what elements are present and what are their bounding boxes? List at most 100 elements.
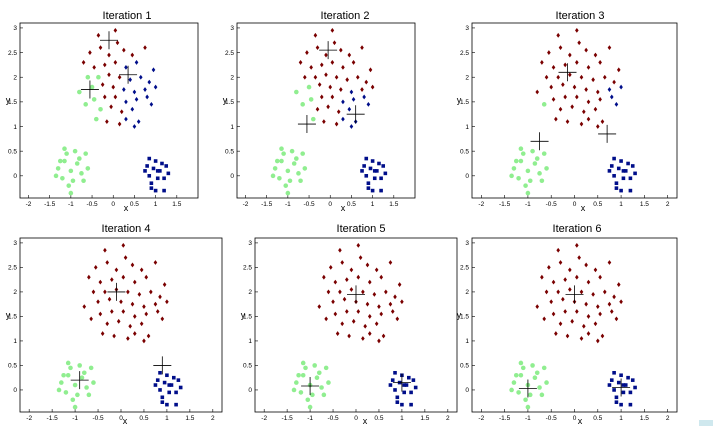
x-tick-label: 0 bbox=[354, 415, 358, 422]
data-point-green bbox=[303, 365, 308, 371]
data-point-green bbox=[509, 173, 514, 179]
data-point-green bbox=[279, 146, 284, 152]
data-point-blue bbox=[122, 87, 126, 92]
data-point-red bbox=[110, 309, 114, 314]
data-point-red bbox=[334, 121, 339, 127]
x-axis-label: x bbox=[124, 203, 129, 213]
data-point-blue bbox=[381, 164, 386, 168]
data-point-blue bbox=[616, 380, 621, 385]
data-point-blue bbox=[162, 176, 166, 181]
data-point-blue bbox=[158, 169, 162, 173]
data-point-red bbox=[324, 52, 328, 58]
y-axis-label: y bbox=[457, 310, 462, 320]
data-point-red bbox=[351, 60, 356, 65]
data-point-green bbox=[68, 168, 74, 174]
data-point-red bbox=[305, 50, 309, 55]
data-point-red bbox=[324, 316, 328, 322]
data-point-green bbox=[537, 171, 542, 176]
plot-frame bbox=[236, 22, 416, 199]
data-point-red bbox=[105, 119, 109, 124]
x-tick-label: 0.5 bbox=[593, 415, 602, 422]
data-point-green bbox=[518, 158, 524, 164]
data-point-green bbox=[81, 370, 87, 376]
data-point-red bbox=[102, 94, 107, 100]
y-tick-label: 1.5 bbox=[8, 99, 17, 106]
centroid-marker bbox=[598, 124, 617, 143]
x-tick-label: 2 bbox=[666, 201, 670, 208]
data-point-red bbox=[614, 316, 619, 322]
data-point-blue bbox=[379, 188, 383, 193]
data-point-green bbox=[279, 158, 284, 164]
data-point-red bbox=[563, 277, 567, 283]
data-point-red bbox=[591, 77, 595, 83]
x-tick-label: 0 bbox=[119, 415, 123, 422]
data-point-red bbox=[105, 321, 110, 327]
data-point-red bbox=[612, 79, 616, 85]
data-point-blue bbox=[366, 186, 371, 190]
data-point-red bbox=[331, 299, 335, 305]
data-point-blue bbox=[368, 166, 373, 171]
y-tick-label: 1 bbox=[465, 338, 469, 345]
data-point-red bbox=[103, 289, 107, 295]
x-axis-label: x bbox=[363, 416, 368, 426]
data-point-blue bbox=[377, 161, 381, 166]
data-point-blue bbox=[413, 385, 418, 390]
y-tick-label: 0.5 bbox=[8, 148, 17, 155]
data-point-blue bbox=[623, 169, 628, 173]
data-point-green bbox=[302, 166, 308, 171]
data-point-blue bbox=[370, 188, 375, 193]
data-point-red bbox=[384, 289, 388, 295]
data-point-blue bbox=[614, 181, 619, 186]
data-point-red bbox=[130, 301, 135, 307]
data-point-green bbox=[294, 380, 299, 385]
data-point-green bbox=[525, 404, 531, 410]
plot-frame bbox=[19, 22, 199, 199]
panel-title: Iteration 5 bbox=[337, 223, 386, 235]
x-tick-label: 0 bbox=[573, 415, 577, 422]
data-point-blue bbox=[136, 119, 141, 124]
data-point-red bbox=[153, 301, 158, 307]
data-point-red bbox=[397, 282, 402, 287]
data-point-red bbox=[598, 311, 602, 317]
y-axis-label: y bbox=[6, 95, 11, 105]
data-point-green bbox=[57, 158, 63, 164]
data-point-red bbox=[544, 74, 549, 80]
data-point-red bbox=[556, 32, 560, 38]
y-tick-label: 2 bbox=[230, 75, 234, 82]
data-point-red bbox=[130, 52, 135, 58]
data-point-red bbox=[372, 291, 377, 297]
data-point-red bbox=[616, 67, 621, 73]
data-point-blue bbox=[162, 380, 167, 385]
panel-title: Iteration 4 bbox=[102, 223, 151, 235]
data-point-red bbox=[139, 267, 144, 273]
data-point-red bbox=[126, 289, 130, 295]
data-point-blue bbox=[174, 390, 178, 395]
data-point-blue bbox=[362, 94, 366, 100]
data-point-green bbox=[298, 390, 304, 395]
data-point-red bbox=[142, 338, 146, 344]
data-point-blue bbox=[609, 94, 614, 100]
data-point-green bbox=[291, 387, 297, 393]
data-point-red bbox=[121, 242, 126, 248]
data-point-green bbox=[527, 392, 533, 398]
data-point-green bbox=[274, 158, 280, 164]
data-point-red bbox=[115, 40, 120, 46]
data-point-red bbox=[593, 321, 598, 327]
data-point-blue bbox=[124, 116, 128, 122]
data-point-blue bbox=[364, 156, 369, 161]
data-point-red bbox=[570, 104, 574, 110]
panel-title: Iteration 1 bbox=[103, 10, 152, 22]
data-point-red bbox=[361, 289, 365, 295]
x-tick-label: -1.5 bbox=[499, 201, 511, 208]
data-point-red bbox=[81, 60, 86, 65]
data-point-green bbox=[294, 89, 299, 95]
data-point-green bbox=[306, 84, 312, 90]
x-tick-label: 0.5 bbox=[130, 201, 139, 208]
centroid-marker bbox=[347, 285, 365, 304]
data-point-red bbox=[568, 52, 572, 58]
y-tick-label: 0.5 bbox=[225, 148, 234, 155]
data-point-red bbox=[340, 260, 345, 265]
data-point-green bbox=[300, 151, 305, 156]
corner-resize-handle[interactable] bbox=[699, 420, 713, 426]
